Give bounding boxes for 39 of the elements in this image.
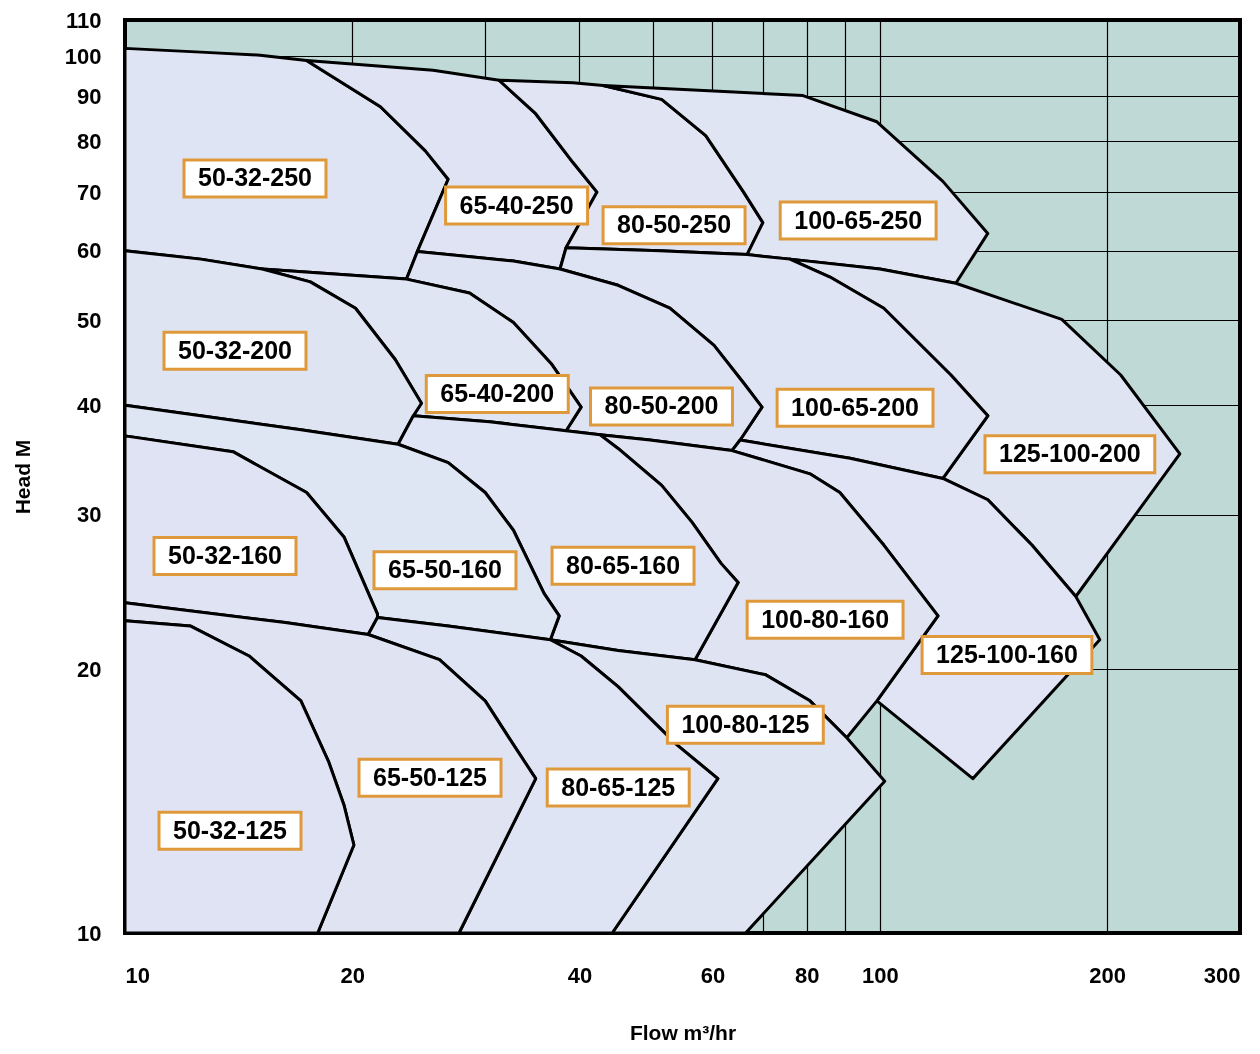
series-label: 65-50-125 xyxy=(373,762,488,791)
y-tick-label: 60 xyxy=(77,238,102,264)
x-tick-label: 40 xyxy=(567,962,593,988)
x-tick-label: 300 xyxy=(1203,962,1241,988)
x-tick-label: 10 xyxy=(125,962,150,988)
x-tick-label: 100 xyxy=(861,962,899,988)
series-label: 100-65-250 xyxy=(794,205,923,234)
series-label: 80-50-200 xyxy=(604,391,719,420)
series-label: 50-32-200 xyxy=(178,335,292,364)
series-label: 125-100-200 xyxy=(998,439,1141,468)
y-tick-label: 110 xyxy=(66,7,102,33)
series-label: 50-32-160 xyxy=(168,540,282,569)
y-tick-label: 80 xyxy=(77,128,102,154)
y-tick-label: 90 xyxy=(77,83,102,109)
series-label: 50-32-125 xyxy=(173,815,288,844)
y-tick-label: 40 xyxy=(77,392,102,418)
x-tick-label: 200 xyxy=(1089,962,1126,988)
series-label: 50-32-250 xyxy=(198,163,312,192)
y-tick-label: 100 xyxy=(64,43,102,69)
x-tick-label: 60 xyxy=(700,962,726,988)
series-label: 80-65-125 xyxy=(561,772,676,801)
x-tick-label: 20 xyxy=(340,962,365,988)
series-label: 100-65-200 xyxy=(791,392,919,421)
series-label: 65-40-200 xyxy=(440,378,555,407)
y-tick-label: 20 xyxy=(77,656,102,682)
series-label: 125-100-160 xyxy=(936,640,1078,669)
series-label: 80-65-160 xyxy=(566,550,681,579)
series-label: 80-50-250 xyxy=(617,210,732,239)
x-tick-label: 80 xyxy=(794,962,820,988)
y-axis-title: Head M xyxy=(10,439,34,515)
y-tick-label: 30 xyxy=(77,502,102,528)
series-label: 100-80-160 xyxy=(761,604,890,633)
y-tick-label: 70 xyxy=(77,179,102,205)
y-tick-label: 10 xyxy=(77,920,102,946)
series-label: 65-50-160 xyxy=(388,555,502,584)
series-label: 65-40-250 xyxy=(459,190,574,219)
x-axis-title: Flow m³/hr xyxy=(629,1020,737,1044)
series-label: 100-80-125 xyxy=(681,709,810,738)
y-tick-label: 50 xyxy=(77,307,102,333)
